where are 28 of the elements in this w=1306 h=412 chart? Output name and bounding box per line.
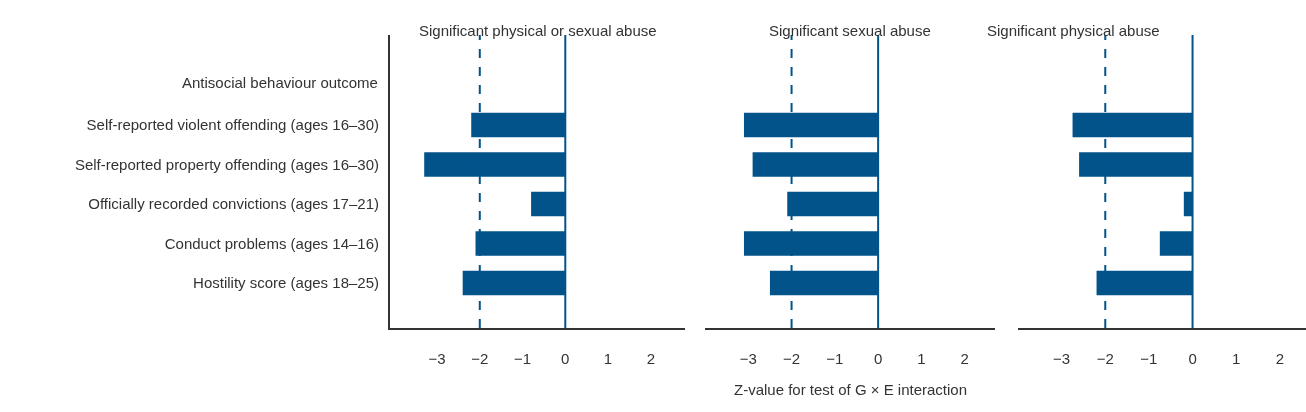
x-tick-label: −3	[1053, 350, 1071, 367]
x-tick-label: 0	[1188, 350, 1197, 367]
x-tick-label: −3	[428, 350, 446, 367]
x-tick-label: −1	[826, 350, 844, 367]
x-tick-label: 0	[561, 350, 570, 367]
x-tick-label: 2	[646, 350, 655, 367]
x-tick-label: 0	[873, 350, 883, 367]
chart-title: Significant physical or sexual abuse	[419, 22, 657, 39]
chart-title: Significant physical abuse	[987, 22, 1160, 39]
y-tick-label: Officially recorded convictions (ages 17–21)	[88, 195, 379, 213]
y-axis-title: Antisocial behaviour outcome	[182, 74, 378, 91]
y-tick-label: Hostility score (ages 18–25)	[193, 274, 379, 292]
x-tick-label: 2	[1275, 350, 1284, 367]
x-tick-label: −3	[739, 350, 757, 367]
x-tick-label: 2	[960, 350, 969, 367]
chart-title: Significant sexual abuse	[769, 22, 931, 39]
x-tick-label: −2	[1096, 350, 1114, 367]
x-tick-label: 1	[917, 350, 926, 367]
x-tick-label: 1	[603, 350, 613, 367]
x-tick-label: −2	[783, 350, 801, 367]
y-tick-label: Conduct problems (ages 14–16)	[164, 234, 379, 252]
x-tick-label: −1	[513, 350, 532, 367]
x-tick-label: −2	[471, 350, 489, 367]
y-tick-label: Self-reported violent offending (ages 16–30)	[86, 116, 379, 134]
y-tick-label: Self-reported property offending (ages 16–30)	[74, 155, 379, 173]
x-tick-label: −1	[1140, 350, 1158, 367]
x-axis-title: Z-value for test of G × E interaction	[734, 381, 968, 398]
x-tick-label: 1	[1232, 350, 1241, 367]
